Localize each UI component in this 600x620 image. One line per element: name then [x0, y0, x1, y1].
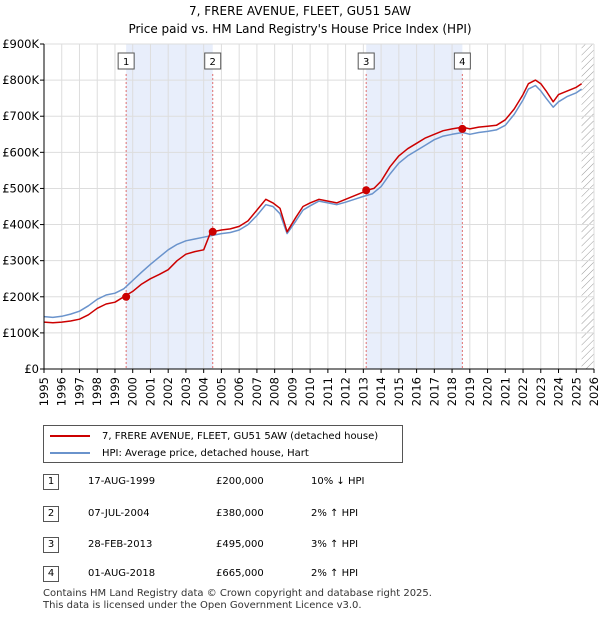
sale-marker-box: [117, 52, 135, 70]
footer-copyright: Contains HM Land Registry data © Crown c…: [43, 588, 432, 599]
table-row: 4 01-AUG-2018 £665,000 2% ↑ HPI: [43, 566, 463, 582]
x-tick-label: 1995: [37, 377, 51, 406]
x-tick-label: 2025: [569, 377, 583, 406]
sale-hpi: 2% ↑ HPI: [311, 568, 359, 579]
y-tick-label: £600K: [2, 145, 39, 159]
x-tick-label: 2002: [161, 377, 175, 406]
sale-price: £200,000: [216, 476, 264, 487]
sale-date: 07-JUL-2004: [88, 508, 150, 519]
x-tick-label: 2023: [534, 377, 548, 406]
x-tick-label: 2021: [498, 377, 512, 406]
x-tick-label: 2020: [481, 377, 495, 406]
sale-hpi: 10% ↓ HPI: [311, 476, 365, 487]
sale-marker-1: 1: [43, 474, 59, 490]
sale-price: £665,000: [216, 568, 264, 579]
x-tick-label: 2001: [143, 377, 157, 406]
footer-licence: This data is licensed under the Open Gov…: [43, 600, 362, 611]
x-tick-label: 2026: [587, 377, 600, 406]
chart-title: 7, FRERE AVENUE, FLEET, GU51 5AW: [189, 4, 411, 18]
x-tick-label: 2012: [339, 377, 353, 406]
x-tick-label: 1996: [55, 377, 69, 406]
x-tick-label: 2018: [445, 377, 459, 406]
x-tick-label: 2014: [374, 377, 388, 406]
series-line: [44, 84, 583, 319]
x-tick-label: 1998: [90, 377, 104, 406]
legend-swatch-property: [50, 435, 90, 437]
y-tick-label: £100K: [2, 326, 39, 340]
sale-marker-label: 1: [123, 57, 129, 68]
legend: 7, FRERE AVENUE, FLEET, GU51 5AW (detach…: [43, 425, 403, 463]
forecast-hatch: [581, 44, 594, 369]
legend-label-hpi: HPI: Average price, detached house, Hart: [102, 447, 309, 459]
sale-marker-box: [357, 52, 375, 70]
series-line: [44, 79, 583, 324]
sale-point: [208, 227, 217, 236]
x-tick-label: 1997: [72, 377, 86, 406]
price-chart: 7, FRERE AVENUE, FLEET, GU51 5AW Price p…: [2, 4, 600, 406]
sale-marker-box: [204, 52, 222, 70]
y-tick-label: £400K: [2, 218, 39, 232]
legend-item-property: 7, FRERE AVENUE, FLEET, GU51 5AW (detach…: [50, 428, 378, 444]
x-tick-label: 2016: [410, 377, 424, 406]
sale-point: [362, 186, 371, 195]
sale-marker-4: 4: [43, 566, 59, 582]
y-tick-label: £200K: [2, 290, 39, 304]
x-tick-label: 2000: [126, 377, 140, 406]
ownership-shade: [366, 44, 463, 369]
y-tick-label: £0: [24, 362, 39, 376]
y-tick-label: £800K: [2, 73, 39, 87]
sale-marker-label: 3: [363, 57, 369, 68]
y-tick-label: £300K: [2, 254, 39, 268]
legend-item-hpi: HPI: Average price, detached house, Hart: [50, 445, 309, 461]
sale-marker-box: [453, 52, 471, 70]
table-row: 1 17-AUG-1999 £200,000 10% ↓ HPI: [43, 474, 463, 490]
table-row: 3 28-FEB-2013 £495,000 3% ↑ HPI: [43, 537, 463, 553]
sale-price: £380,000: [216, 508, 264, 519]
y-tick-label: £700K: [2, 109, 39, 123]
x-tick-label: 2004: [197, 377, 211, 406]
sale-date: 01-AUG-2018: [88, 568, 156, 579]
x-tick-label: 2005: [214, 377, 228, 406]
sale-marker-3: 3: [43, 537, 59, 553]
y-tick-label: £900K: [2, 37, 39, 51]
sale-hpi: 2% ↑ HPI: [311, 508, 359, 519]
y-tick-label: £500K: [2, 181, 39, 195]
ownership-shade: [126, 44, 213, 369]
x-tick-label: 2007: [250, 377, 264, 406]
x-tick-label: 2011: [321, 377, 335, 406]
x-tick-label: 2003: [179, 377, 193, 406]
sale-marker-label: 2: [210, 57, 216, 68]
sale-price: £495,000: [216, 539, 264, 550]
x-tick-label: 2009: [285, 377, 299, 406]
footer: Contains HM Land Registry data © Crown c…: [43, 588, 432, 612]
chart-subtitle: Price paid vs. HM Land Registry's House …: [128, 22, 471, 36]
table-row: 2 07-JUL-2004 £380,000 2% ↑ HPI: [43, 506, 463, 522]
sale-hpi: 3% ↑ HPI: [311, 539, 359, 550]
sale-date: 28-FEB-2013: [88, 539, 153, 550]
sale-marker-label: 4: [459, 57, 465, 68]
sale-date: 17-AUG-1999: [88, 476, 156, 487]
x-tick-label: 2017: [427, 377, 441, 406]
x-tick-label: 2013: [356, 377, 370, 406]
sale-point: [458, 124, 467, 133]
x-tick-label: 2008: [268, 377, 282, 406]
x-tick-label: 2022: [516, 377, 530, 406]
x-tick-label: 2010: [303, 377, 317, 406]
sale-marker-2: 2: [43, 506, 59, 522]
x-tick-label: 1999: [108, 377, 122, 406]
x-tick-label: 2015: [392, 377, 406, 406]
x-tick-label: 2006: [232, 377, 246, 406]
legend-swatch-hpi: [50, 452, 90, 454]
sale-point: [122, 292, 131, 301]
x-tick-label: 2024: [552, 377, 566, 406]
x-tick-label: 2019: [463, 377, 477, 406]
legend-label-property: 7, FRERE AVENUE, FLEET, GU51 5AW (detach…: [102, 430, 379, 442]
